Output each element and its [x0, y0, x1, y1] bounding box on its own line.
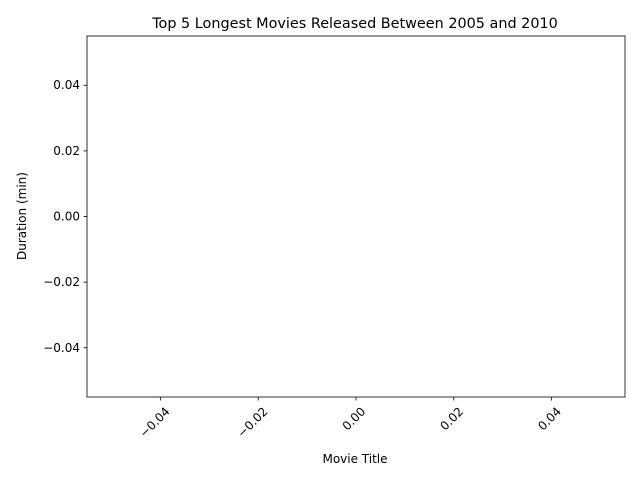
y-axis-label: Duration (min) [15, 172, 29, 260]
x-tick-label: 0.02 [437, 404, 466, 433]
x-tick-label: −0.02 [235, 404, 271, 440]
y-tick-label: 0.02 [53, 144, 80, 158]
plot-area-frame [86, 35, 626, 398]
y-tick-label: −0.02 [43, 275, 80, 289]
chart-title: Top 5 Longest Movies Released Between 20… [151, 16, 558, 32]
y-tick-label: −0.04 [43, 341, 80, 355]
y-axis-ticks: −0.04 −0.02 0.00 0.02 0.04 [43, 78, 87, 355]
x-tick-label: 0.00 [340, 404, 369, 433]
y-tick-label: 0.04 [53, 78, 80, 92]
x-tick-label: −0.04 [137, 404, 173, 440]
x-axis-ticks: −0.04 −0.02 0.00 0.02 0.04 [137, 397, 564, 440]
x-tick-label: 0.04 [535, 404, 564, 433]
y-tick-label: 0.00 [53, 210, 80, 224]
x-axis-label: Movie Title [322, 452, 387, 466]
